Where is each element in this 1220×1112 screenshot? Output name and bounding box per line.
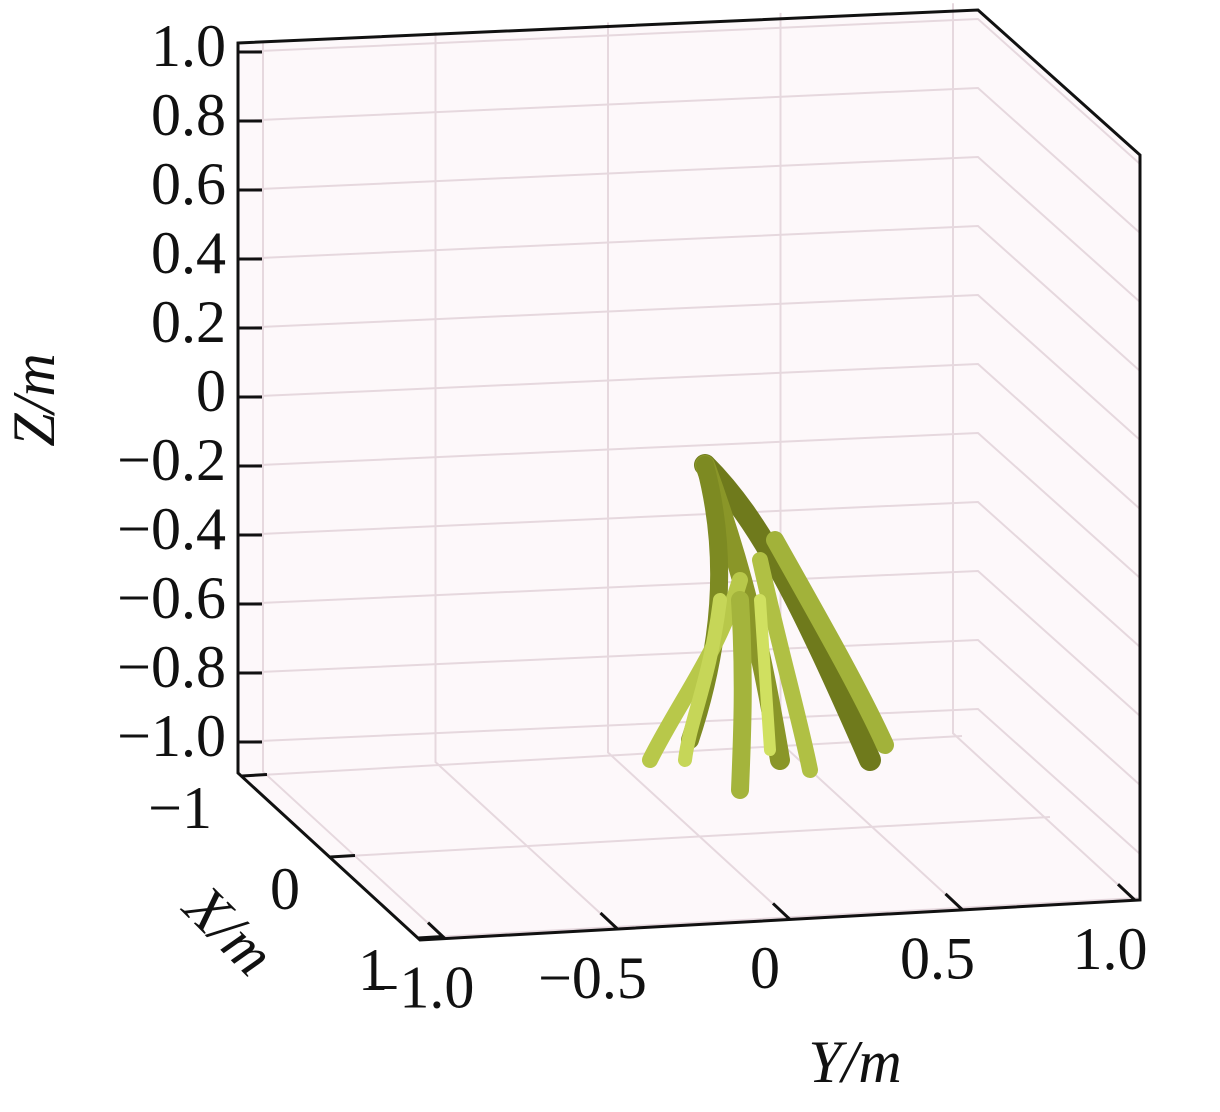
stem — [766, 531, 894, 754]
y-tick — [771, 902, 792, 921]
x-tick-label: 1 — [358, 937, 388, 1003]
grid-line — [262, 41, 446, 940]
z-tick-label: 0 — [196, 358, 226, 424]
y-tick-label: 0 — [750, 935, 780, 1001]
grid-line — [237, 500, 1141, 648]
x-tick — [241, 773, 268, 778]
stem — [731, 591, 752, 799]
grid-line — [237, 638, 1141, 786]
x-tick-label: 0 — [270, 856, 300, 922]
y-tick-label: −0.5 — [538, 945, 647, 1011]
grid-line — [237, 17, 1141, 165]
y-tick-label: 0.5 — [900, 926, 975, 992]
grid-line — [241, 735, 963, 777]
stems — [642, 454, 894, 799]
x-tick — [417, 935, 444, 940]
y-tick — [944, 892, 964, 911]
grid-line — [237, 431, 1141, 579]
grid-line — [434, 32, 619, 930]
grid — [237, 3, 1141, 940]
y-tick-label: 1.0 — [1073, 916, 1148, 982]
z-tick-label: 0.8 — [151, 82, 226, 148]
grid-line — [952, 3, 1136, 902]
y-tick — [1116, 883, 1137, 902]
z-tick-label: −0.8 — [117, 634, 226, 700]
grid-line — [237, 569, 1141, 717]
z-axis-title: Z/m — [1, 353, 67, 446]
grid-line — [329, 816, 1051, 858]
x-tick-label: −1 — [148, 775, 212, 841]
grid-line — [237, 224, 1141, 372]
z-tick-label: 0.4 — [151, 220, 226, 286]
stem — [678, 593, 727, 767]
stem — [694, 454, 881, 771]
y-tick — [599, 911, 619, 931]
grid-line — [417, 897, 1139, 939]
grid-line — [607, 22, 791, 921]
z-tick-label: 0.2 — [151, 289, 226, 355]
z-tick-label: −0.6 — [117, 565, 226, 631]
axis-frame — [236, 8, 1142, 942]
grid-line — [237, 155, 1141, 303]
grid-line — [237, 707, 1141, 855]
grid-line — [237, 86, 1141, 234]
z-tick-label: 1.0 — [151, 13, 226, 79]
z-tick-label: −0.2 — [117, 427, 226, 493]
z-tick-label: −0.4 — [117, 496, 226, 562]
plot-box — [238, 10, 1140, 940]
z-tick-label: −1.0 — [117, 703, 226, 769]
y-tick-label: −1.0 — [366, 954, 475, 1020]
y-axis-title: Y/m — [808, 1029, 901, 1095]
z-tick-label: 0.6 — [151, 151, 226, 217]
grid-line — [237, 293, 1141, 441]
stem — [752, 552, 818, 778]
x-tick — [329, 854, 356, 859]
grid-line — [237, 362, 1141, 510]
stem — [754, 594, 776, 756]
